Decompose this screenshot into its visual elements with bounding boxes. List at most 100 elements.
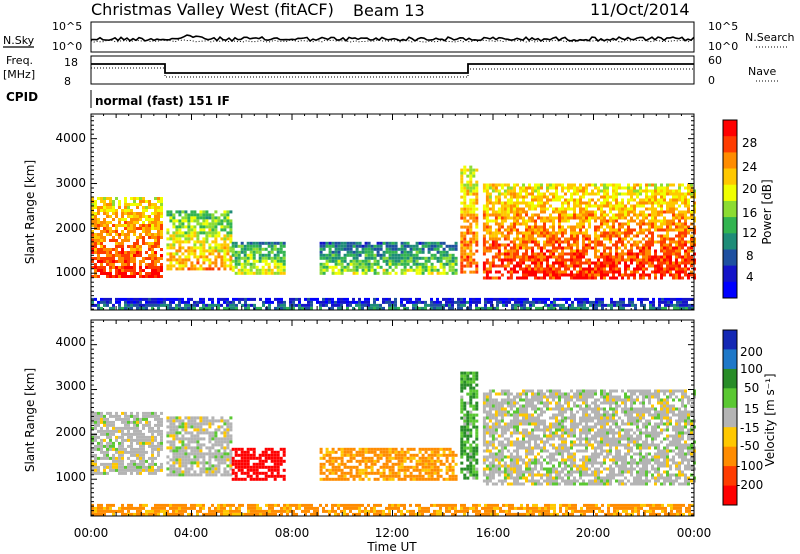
echo-cell	[570, 270, 573, 274]
echo-cell	[552, 186, 555, 190]
echo-cell	[178, 473, 182, 477]
echo-cell	[568, 303, 571, 307]
echo-cell	[261, 265, 265, 269]
echo-cell	[421, 306, 424, 310]
echo-cell	[202, 431, 206, 435]
echo-cell	[531, 225, 534, 229]
echo-cell	[234, 265, 238, 269]
echo-cell	[121, 459, 124, 463]
echo-cell	[340, 474, 344, 478]
power-ylabel: Slant Range [km]	[23, 160, 37, 264]
echo-cell	[175, 431, 179, 435]
echo-cell	[442, 256, 446, 260]
echo-cell	[175, 419, 179, 423]
echo-cell	[633, 210, 636, 214]
echo-cell	[280, 300, 283, 304]
echo-cell	[564, 273, 567, 277]
echo-cell	[561, 201, 564, 205]
echo-cell	[112, 444, 115, 448]
frequency-trace	[91, 63, 694, 74]
echo-cell	[534, 207, 537, 211]
echo-cell	[497, 222, 501, 226]
echo-cell	[124, 266, 127, 269]
echo-cell	[100, 257, 103, 260]
echo-cell	[121, 212, 124, 215]
echo-cell	[585, 207, 588, 211]
echo-cell	[678, 192, 681, 196]
echo-cell	[391, 268, 395, 272]
echo-cell	[97, 420, 100, 424]
echo-cell	[97, 417, 100, 421]
echo-cell	[482, 213, 486, 217]
echo-cell	[642, 237, 645, 241]
echo-cell	[436, 259, 440, 263]
echo-cell	[540, 246, 543, 250]
echo-cell	[657, 270, 660, 274]
echo-cell	[124, 465, 127, 469]
echo-cell	[622, 297, 625, 301]
echo-cell	[190, 210, 194, 214]
echo-cell	[109, 251, 112, 254]
echo-cell	[460, 306, 463, 310]
echo-cell	[415, 268, 419, 272]
echo-cell	[469, 270, 473, 274]
echo-cell	[488, 186, 492, 190]
echo-cell	[234, 450, 238, 454]
echo-cell	[325, 459, 329, 463]
echo-cell	[157, 300, 160, 304]
echo-cell	[133, 248, 136, 251]
echo-cell	[648, 228, 651, 232]
echo-cell	[175, 249, 179, 253]
echo-cell	[679, 306, 682, 310]
echo-cell	[691, 306, 694, 310]
echo-cell	[388, 241, 392, 245]
echo-cell	[382, 297, 385, 301]
echo-cell	[124, 263, 127, 266]
power-cbar-tick-12: 12	[742, 226, 757, 240]
echo-cell	[600, 270, 603, 274]
echo-cell	[688, 297, 691, 301]
echo-cell	[118, 297, 121, 301]
echo-cell	[190, 464, 194, 468]
echo-cell	[660, 261, 663, 265]
echo-cell	[439, 262, 443, 266]
echo-cell	[406, 259, 410, 263]
echo-cell	[546, 198, 549, 202]
echo-cell	[454, 256, 458, 260]
echo-cell	[178, 237, 182, 241]
echo-cell	[424, 259, 428, 263]
echo-cell	[528, 240, 531, 244]
echo-cell	[367, 241, 371, 245]
echo-cell	[178, 219, 182, 223]
echo-cell	[594, 216, 597, 220]
echo-cell	[130, 245, 133, 248]
echo-cell	[654, 216, 657, 220]
echo-cell	[118, 459, 121, 463]
echo-cell	[166, 267, 170, 271]
echo-cell	[509, 189, 513, 193]
echo-cell	[127, 438, 130, 442]
echo-cell	[519, 213, 522, 217]
echo-cell	[409, 244, 413, 248]
echo-cell	[485, 249, 489, 253]
echo-cell	[649, 306, 652, 310]
echo-cell	[106, 221, 109, 224]
echo-cell	[169, 300, 172, 304]
echo-cell	[148, 462, 151, 466]
echo-cell	[448, 256, 452, 260]
echo-cell	[97, 303, 100, 307]
echo-cell	[463, 198, 467, 202]
echo-cell	[624, 234, 627, 238]
echo-cell	[588, 267, 591, 271]
echo-cell	[121, 441, 124, 445]
echo-cell	[91, 230, 94, 233]
echo-cell	[205, 446, 209, 450]
echo-cell	[214, 455, 218, 459]
echo-cell	[270, 271, 274, 275]
echo-cell	[246, 259, 250, 263]
echo-cell	[648, 276, 651, 280]
echo-cell	[157, 414, 160, 418]
echo-cell	[636, 240, 639, 244]
echo-cell	[406, 250, 410, 254]
echo-cell	[475, 192, 479, 196]
